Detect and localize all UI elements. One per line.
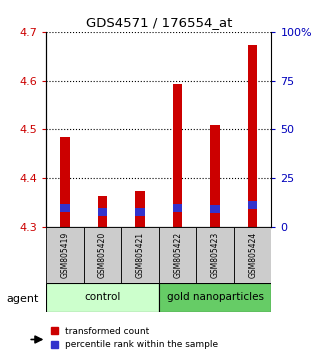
Text: GSM805423: GSM805423 [211, 232, 220, 278]
Bar [98, 196, 107, 227]
Bar [196, 227, 234, 283]
Bar [60, 204, 70, 212]
Bar [211, 205, 220, 213]
Text: GSM805420: GSM805420 [98, 232, 107, 278]
Bar [173, 204, 182, 212]
Bar [234, 227, 271, 283]
Text: control: control [84, 292, 121, 302]
Text: agent: agent [7, 294, 39, 304]
Bar [135, 191, 145, 227]
Text: GSM805422: GSM805422 [173, 232, 182, 278]
Bar [84, 227, 121, 283]
Bar [173, 85, 182, 227]
Bar [248, 45, 258, 227]
Bar [46, 283, 159, 312]
Bar [46, 227, 84, 283]
Text: GSM805421: GSM805421 [136, 232, 145, 278]
Bar [248, 201, 258, 209]
Bar [211, 125, 220, 227]
Bar [60, 137, 70, 227]
Text: GSM805419: GSM805419 [61, 232, 70, 278]
Legend: transformed count, percentile rank within the sample: transformed count, percentile rank withi… [51, 327, 218, 349]
Title: GDS4571 / 176554_at: GDS4571 / 176554_at [86, 16, 232, 29]
Bar [121, 227, 159, 283]
Bar [159, 227, 196, 283]
Text: GSM805424: GSM805424 [248, 232, 257, 278]
Text: gold nanoparticles: gold nanoparticles [166, 292, 264, 302]
Bar [159, 283, 271, 312]
Bar [135, 208, 145, 216]
Bar [98, 208, 107, 216]
